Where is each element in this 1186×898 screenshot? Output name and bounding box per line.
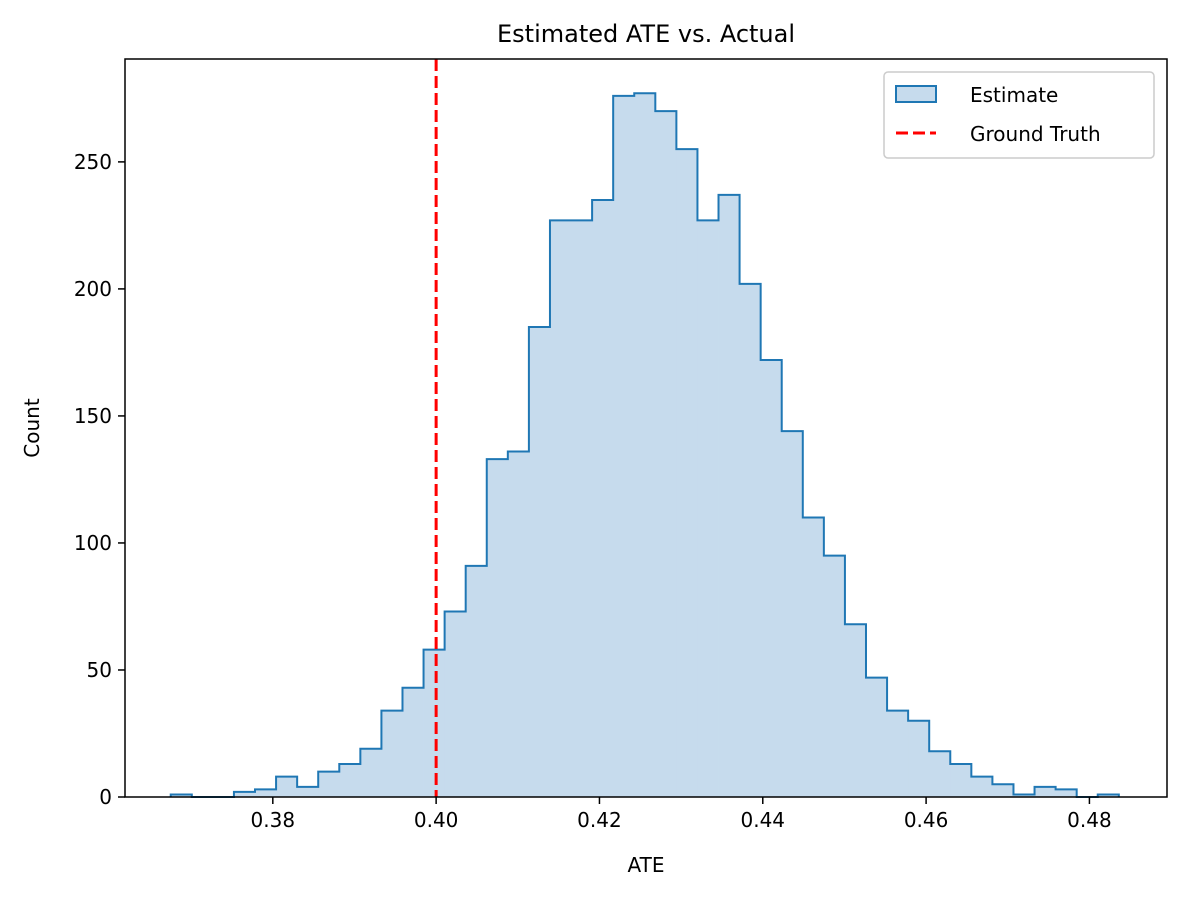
x-axis-label: ATE xyxy=(628,853,665,877)
x-axis-ticks: 0.38 0.40 0.42 0.44 0.46 0.48 xyxy=(251,797,1112,832)
histogram-bar xyxy=(1097,794,1120,797)
histogram-bar xyxy=(887,710,909,797)
histogram-bar xyxy=(760,360,783,797)
histogram-bar xyxy=(402,687,424,797)
histogram-bar xyxy=(992,784,1014,797)
legend-estimate-swatch xyxy=(895,85,937,103)
histogram-bar xyxy=(781,431,804,797)
x-tick-label: 0.48 xyxy=(1067,808,1112,832)
histogram-bar xyxy=(381,710,403,797)
histogram-bar xyxy=(1055,789,1078,797)
histogram-bar xyxy=(444,611,467,797)
histogram-bar xyxy=(908,720,930,797)
histogram-bar xyxy=(1013,794,1035,797)
histogram-outline xyxy=(169,92,1120,798)
histogram-bars xyxy=(170,93,1120,798)
histogram-bar xyxy=(297,786,319,797)
legend: Estimate Ground Truth xyxy=(883,71,1155,159)
y-tick-label: 200 xyxy=(74,277,112,301)
histogram-bar xyxy=(634,93,656,798)
histogram-bar xyxy=(339,763,361,797)
histogram-bar xyxy=(676,149,698,797)
histogram-bar xyxy=(802,517,825,797)
histogram-bar xyxy=(655,111,677,798)
histogram-bar xyxy=(571,220,593,797)
histogram-bar xyxy=(507,451,530,797)
legend-estimate-label: Estimate xyxy=(970,83,1058,107)
histogram-bar xyxy=(739,283,762,797)
chart-title: Estimated ATE vs. Actual xyxy=(497,20,795,48)
plot-frame xyxy=(124,58,1168,798)
y-tick-label: 0 xyxy=(99,785,112,809)
y-axis-label: Count xyxy=(20,398,44,458)
histogram-bar xyxy=(592,199,614,797)
y-axis-ticks: 0 50 100 150 200 250 xyxy=(74,150,125,809)
x-tick-label: 0.42 xyxy=(577,808,622,832)
x-tick-label: 0.38 xyxy=(251,808,296,832)
histogram-bar xyxy=(549,220,572,797)
histogram-bar xyxy=(865,677,888,797)
histogram-bar xyxy=(929,751,951,797)
x-tick-label: 0.40 xyxy=(414,808,459,832)
y-tick-label: 50 xyxy=(87,658,112,682)
histogram-bar xyxy=(823,555,846,797)
y-tick-label: 100 xyxy=(74,531,112,555)
histogram-bar xyxy=(423,649,446,797)
x-tick-label: 0.46 xyxy=(904,808,949,832)
histogram-bar xyxy=(718,194,740,797)
histogram-bar xyxy=(1034,786,1057,797)
y-tick-label: 150 xyxy=(74,404,112,428)
histogram-bar xyxy=(613,95,635,797)
x-tick-label: 0.44 xyxy=(741,808,786,832)
histogram-bar xyxy=(486,459,509,797)
histogram-bar xyxy=(360,748,382,797)
histogram-bar xyxy=(528,327,551,797)
legend-box xyxy=(883,71,1155,159)
histogram-bar xyxy=(844,624,867,797)
histogram-bar xyxy=(950,763,972,797)
histogram-bar xyxy=(233,791,256,797)
y-tick-label: 250 xyxy=(74,150,112,174)
histogram-bar xyxy=(697,220,719,797)
histogram-bar xyxy=(276,776,298,797)
histogram-bar xyxy=(465,565,488,797)
histogram-bar xyxy=(318,771,340,797)
histogram-bar xyxy=(170,794,193,797)
legend-ground-truth-label: Ground Truth xyxy=(970,122,1101,146)
histogram-bar xyxy=(971,776,993,797)
histogram-bar xyxy=(255,789,277,797)
